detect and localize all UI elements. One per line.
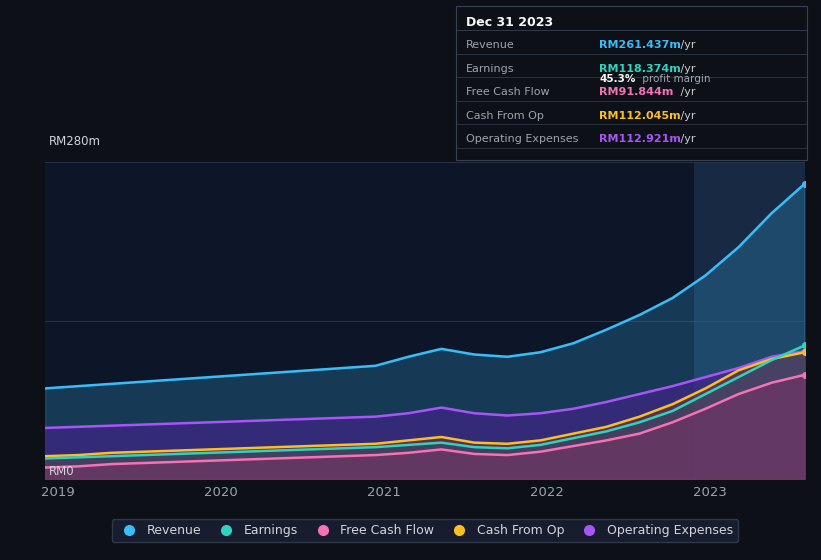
Text: RM112.921m: RM112.921m [599,134,681,144]
Text: profit margin: profit margin [639,74,710,84]
Text: Operating Expenses: Operating Expenses [466,134,579,144]
Text: Earnings: Earnings [466,64,515,74]
Text: 45.3%: 45.3% [599,74,635,84]
Text: Free Cash Flow: Free Cash Flow [466,87,550,97]
Text: RM112.045m: RM112.045m [599,111,681,121]
Legend: Revenue, Earnings, Free Cash Flow, Cash From Op, Operating Expenses: Revenue, Earnings, Free Cash Flow, Cash … [112,519,738,542]
Text: /yr: /yr [677,87,696,97]
Text: RM0: RM0 [49,465,75,478]
Text: RM280m: RM280m [49,136,101,148]
Text: Cash From Op: Cash From Op [466,111,544,121]
Text: Dec 31 2023: Dec 31 2023 [466,16,553,29]
Text: RM118.374m: RM118.374m [599,64,681,74]
Text: /yr: /yr [677,40,696,50]
Bar [694,162,805,479]
Text: /yr: /yr [677,64,696,74]
Text: RM261.437m: RM261.437m [599,40,681,50]
Text: /yr: /yr [677,134,696,144]
Text: RM91.844m: RM91.844m [599,87,674,97]
Text: Revenue: Revenue [466,40,515,50]
Text: /yr: /yr [677,111,696,121]
